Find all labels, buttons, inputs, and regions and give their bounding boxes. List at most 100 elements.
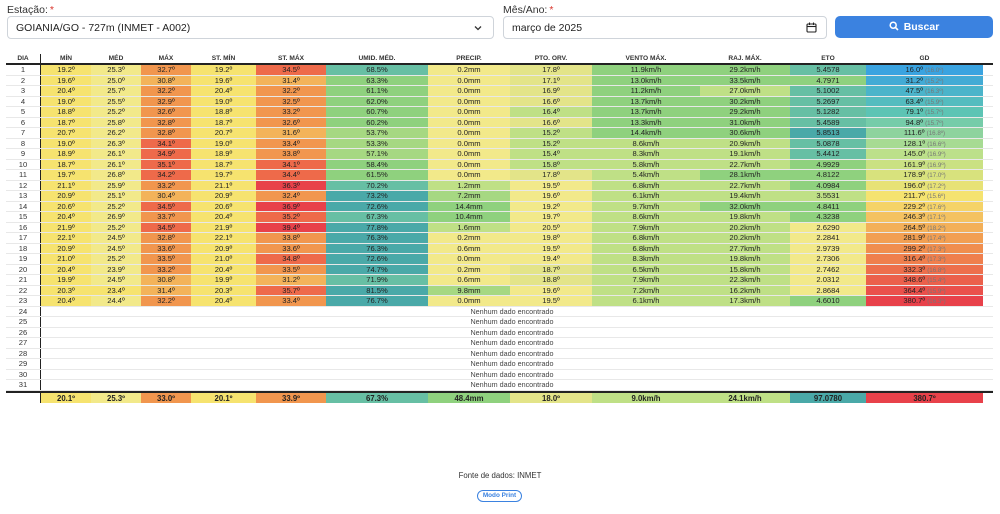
print-mode-button[interactable]: Modo Print <box>477 490 522 502</box>
column-header-stmin: ST. MÍN <box>211 55 236 62</box>
cell-stmin: 20.9º <box>191 191 256 201</box>
no-data-message: Nenhum dado encontrado <box>470 359 554 368</box>
data-source: Fonte de dados: INMET <box>458 471 542 480</box>
cell-gd-daily: (17.6º) <box>927 203 946 211</box>
cell-max: 34.9º <box>141 149 191 159</box>
cell-orv: 16.4º <box>510 107 592 117</box>
cell-dia: 26 <box>6 327 41 337</box>
cell-precip: 0.0mm <box>428 75 510 85</box>
table-row: 7 20.7º 26.2º 32.8º 20.7º 31.6º 53.7% 0.0mm 15.2… <box>6 128 993 139</box>
table-row: 21 19.9º 24.5º 30.8º 19.9º 31.2º 71.9% 0.6mm 18.… <box>6 275 993 286</box>
cell-orv: 19.5º <box>510 180 592 190</box>
cell-gd: 16.0º (16.0º) <box>866 65 983 75</box>
cell-gd-value: 161.9º <box>903 159 926 169</box>
table-row-empty: 25 Nenhum dado encontrado <box>6 317 993 328</box>
cell-min: 20.9º <box>41 191 91 201</box>
cell-gd-value: 299.2º <box>903 243 926 253</box>
no-data-message: Nenhum dado encontrado <box>470 327 554 337</box>
cell-dia: 15 <box>6 212 41 222</box>
month-input[interactable]: março de 2025 <box>503 16 827 39</box>
cell-med: 26.3º <box>91 138 141 148</box>
table-row-empty: 27 Nenhum dado encontrado <box>6 338 993 349</box>
cell-med: 25.5º <box>91 96 141 106</box>
cell-orv: 15.2º <box>510 138 592 148</box>
cell-eto: 4.9929 <box>790 159 866 169</box>
cell-vento: 6.8km/h <box>592 180 700 190</box>
cell-stmin: 20.9º <box>191 243 256 253</box>
cell-gd-daily: (17.1º) <box>927 214 946 221</box>
cell-med: 24.5º <box>91 233 141 243</box>
cell-precip: 0.0mm <box>428 170 510 180</box>
cell-raj: 22.3km/h <box>700 275 790 285</box>
cell-med: 26.1º <box>91 149 141 159</box>
cell-stmax: 34.8º <box>256 254 326 264</box>
cell-precip: 0.0mm <box>428 128 510 138</box>
cell-raj: 19.4km/h <box>700 191 790 201</box>
cell-orv: 20.5º <box>510 222 592 232</box>
cell-gd-daily: (16.8º) <box>926 130 946 137</box>
cell-eto: 5.4578 <box>790 65 866 75</box>
table-body: 1 19.2º 25.3º 32.7º 19.2º 34.5º 68.5% 0.2mm 17.8… <box>6 65 993 391</box>
cell-gd: 63.4º (15.9º) <box>866 96 983 106</box>
cell-raj: 19.8km/h <box>700 212 790 222</box>
cell-med: 25.0º <box>91 75 141 85</box>
total-gd: 380.7º <box>866 392 983 403</box>
cell-vento: 8.6km/h <box>592 212 700 222</box>
cell-stmax: 33.6º <box>256 243 326 253</box>
cell-gd-value: 145.0º <box>903 149 926 158</box>
cell-umid: 71.9% <box>326 275 428 285</box>
cell-precip: 0.0mm <box>428 159 510 169</box>
total-umid: 67.3% <box>326 392 428 403</box>
cell-gd-value: 178.9º <box>903 170 926 179</box>
cell-umid: 53.3% <box>326 138 428 148</box>
cell-min: 18.7º <box>41 159 91 169</box>
cell-min: 18.7º <box>41 117 91 127</box>
column-header-eto: ETO <box>821 55 835 62</box>
cell-vento: 11.2km/h <box>592 86 700 96</box>
cell-eto: 4.6010 <box>790 296 866 306</box>
cell-gd: 229.2º (17.6º) <box>866 201 983 211</box>
cell-eto: 2.8684 <box>790 285 866 295</box>
cell-stmax: 31.2º <box>256 275 326 285</box>
cell-raj: 29.2km/h <box>700 65 790 75</box>
table-row: 19 21.0º 25.2º 33.5º 21.0º 34.8º 72.6% 0.0mm 19.… <box>6 254 993 265</box>
table-row: 13 20.9º 25.1º 30.4º 20.9º 32.4º 73.2% 7.2mm 19.… <box>6 191 993 202</box>
cell-gd: 128.1º (16.6º) <box>866 138 983 148</box>
cell-med: 24.5º <box>91 275 141 285</box>
cell-gd-daily: (16.6º) <box>927 140 946 148</box>
search-button[interactable]: Buscar <box>835 16 993 38</box>
calendar-icon[interactable] <box>804 21 818 35</box>
station-select[interactable]: GOIANIA/GO - 727m (INMET - A002) <box>7 16 494 39</box>
cell-gd-value: 380.7º <box>903 296 926 305</box>
cell-eto: 4.3238 <box>790 212 866 222</box>
cell-med: 25.9º <box>91 180 141 190</box>
cell-stmax: 34.4º <box>256 170 326 180</box>
total-precip: 48.4mm <box>428 392 510 403</box>
cell-stmax: 32.6º <box>256 117 326 127</box>
cell-gd-value: 211.7º <box>903 191 925 200</box>
cell-gd: 178.9º (17.0º) <box>866 170 983 180</box>
cell-gd-daily: (17.3º) <box>927 256 946 263</box>
total-max: 33.0º <box>141 392 191 403</box>
no-data-message: Nenhum dado encontrado <box>470 306 554 316</box>
cell-med: 25.2º <box>91 107 141 117</box>
cell-gd-daily: (16.9º) <box>927 161 946 169</box>
cell-dia: 25 <box>6 317 41 327</box>
cell-gd-value: 16.0º <box>905 65 923 74</box>
cell-stmin: 18.7º <box>191 159 256 169</box>
cell-stmax: 31.4º <box>256 75 326 85</box>
cell-vento: 9.7km/h <box>592 201 700 211</box>
cell-eto: 2.9739 <box>790 243 866 253</box>
cell-gd-daily: (17.3º) <box>927 245 946 253</box>
cell-gd-value: 31.2º <box>905 75 923 85</box>
cell-gd-daily: (15.9º) <box>925 98 944 106</box>
cell-max: 33.2º <box>141 264 191 274</box>
cell-vento: 5.8km/h <box>592 159 700 169</box>
cell-orv: 17.8º <box>510 65 592 75</box>
chevron-down-icon <box>471 21 485 35</box>
cell-umid: 72.6% <box>326 254 428 264</box>
cell-stmax: 33.8º <box>256 149 326 159</box>
cell-stmax: 34.1º <box>256 159 326 169</box>
cell-stmax: 32.2º <box>256 86 326 96</box>
cell-gd: 281.9º (17.4º) <box>866 233 983 243</box>
